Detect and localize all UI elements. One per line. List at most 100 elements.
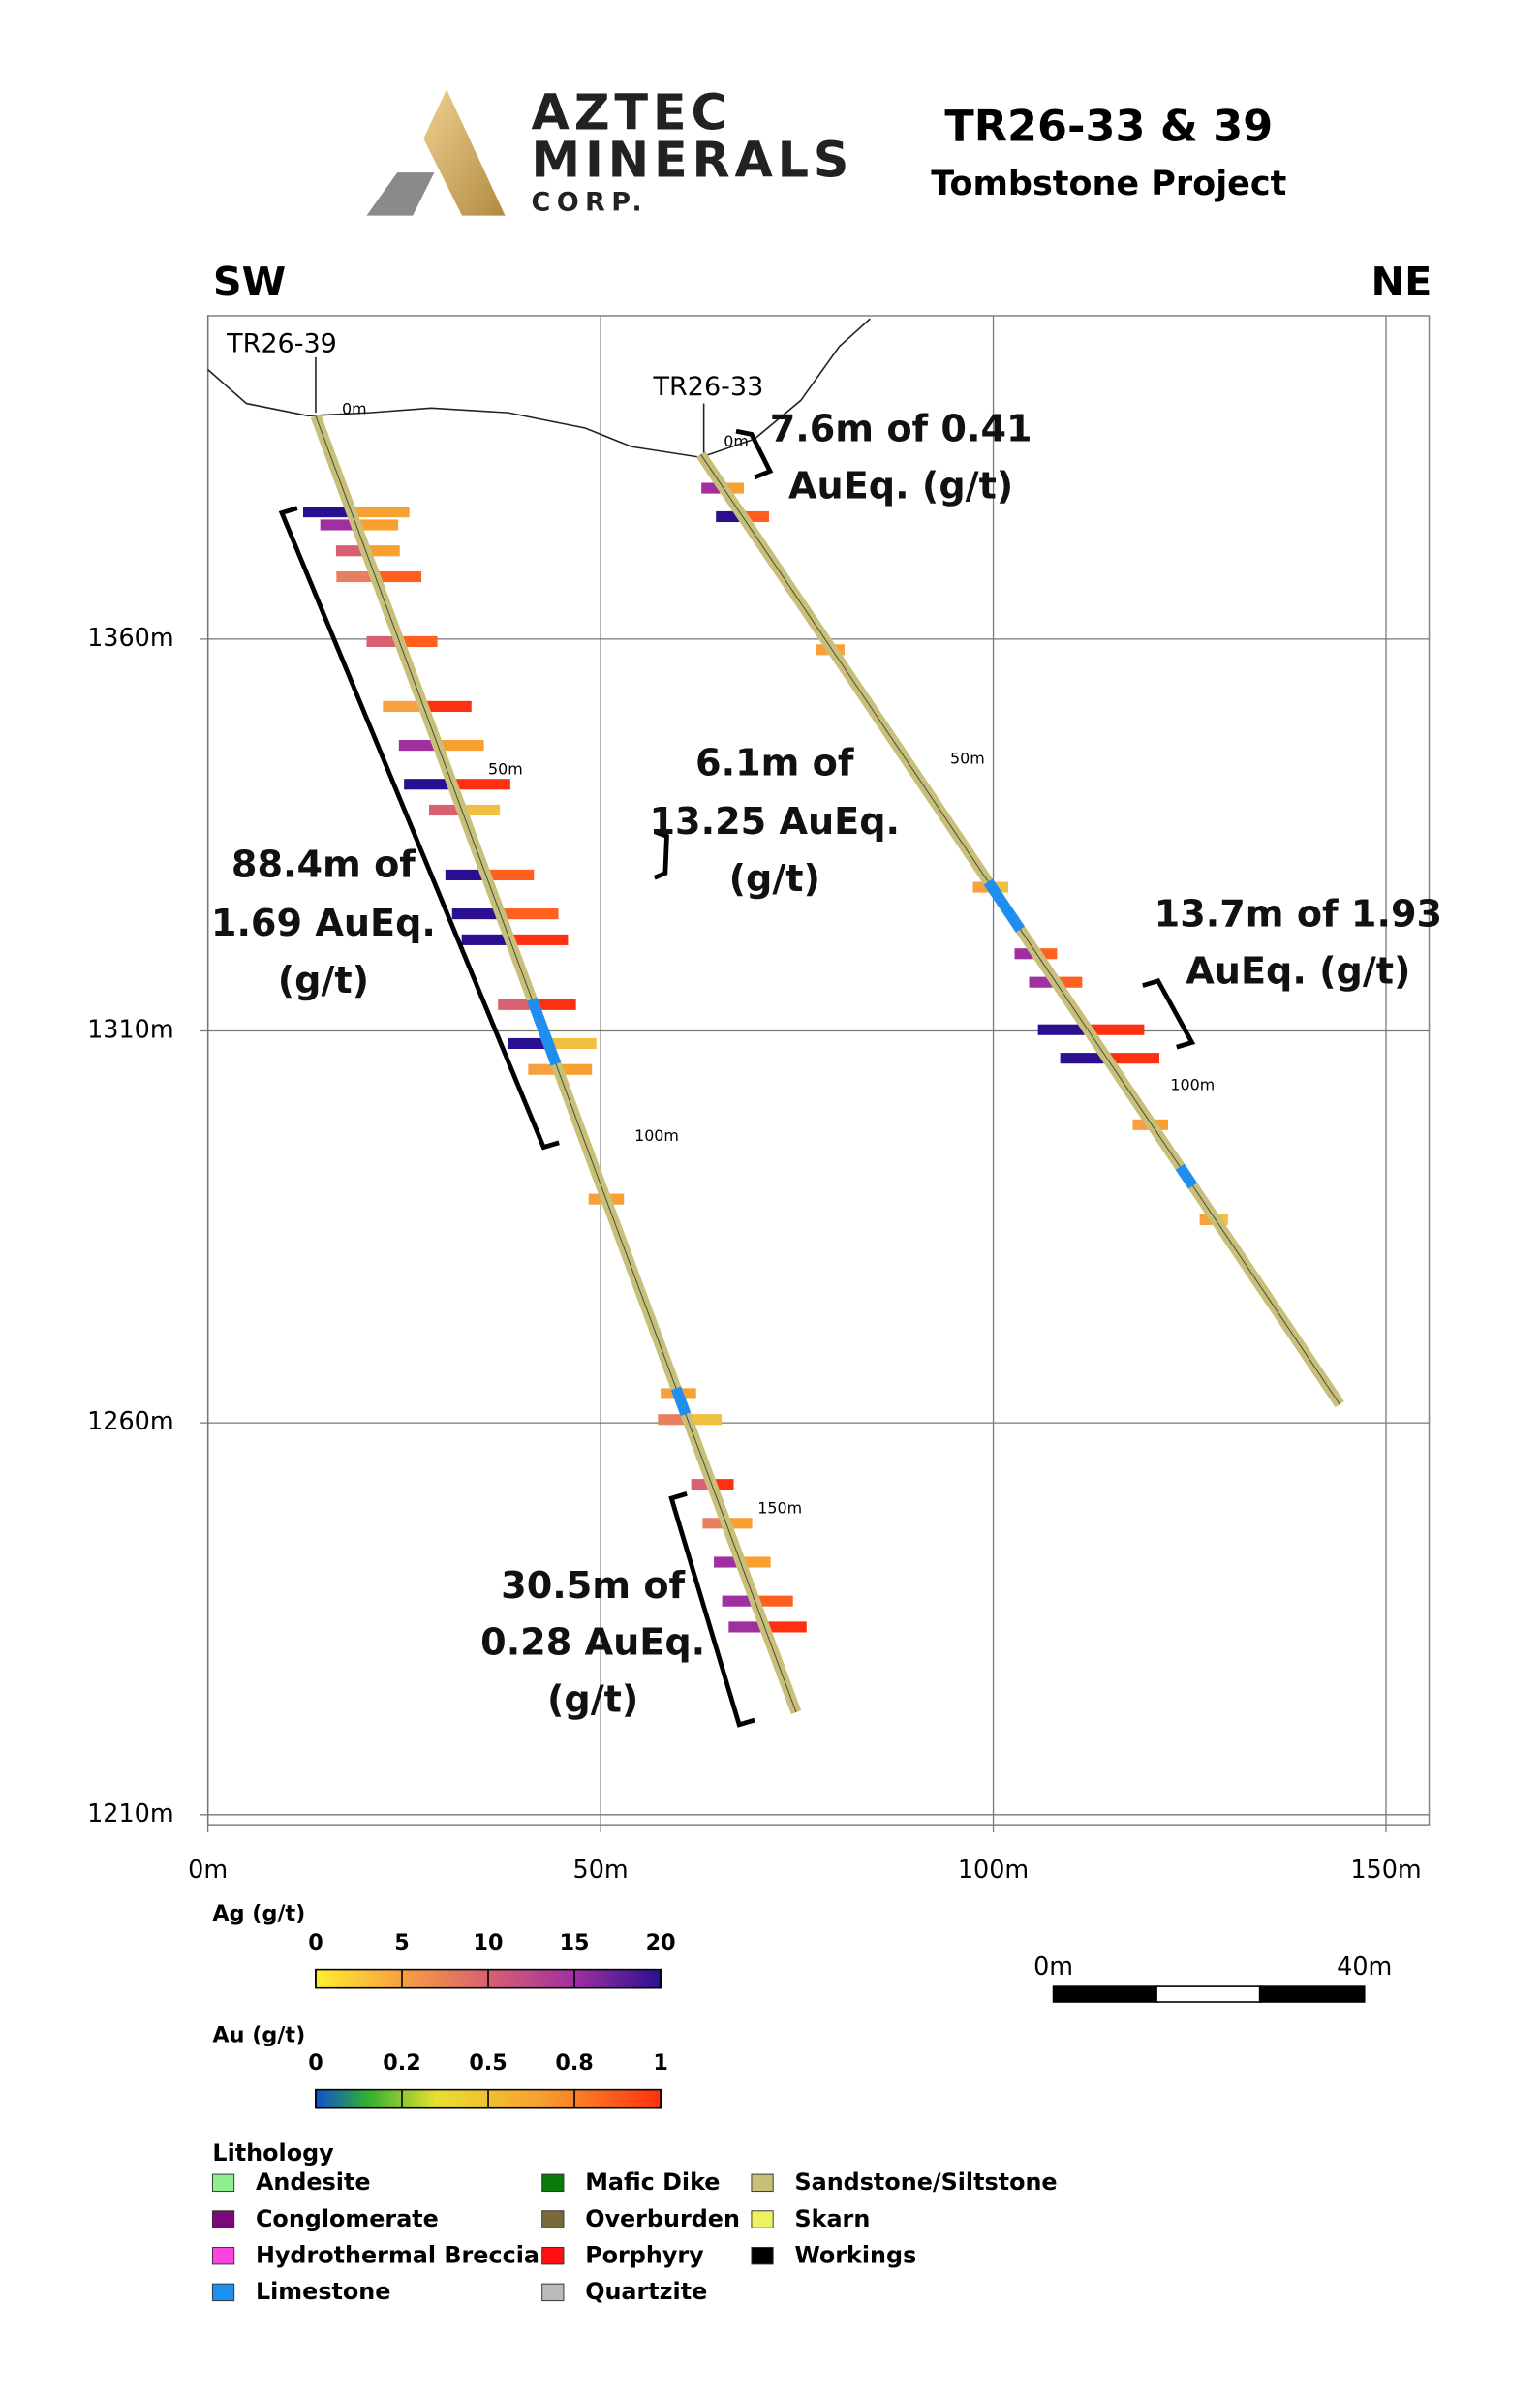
colorbar-tick-label: 1 xyxy=(653,2050,667,2075)
assay-bar xyxy=(714,1556,739,1568)
assay-bar xyxy=(603,1193,625,1205)
legend-swatch xyxy=(751,2210,774,2228)
logo-mark xyxy=(366,172,435,216)
assay-bar xyxy=(498,999,533,1010)
y-tick-label: 1360m xyxy=(87,623,174,652)
legend-label: Hydrothermal Breccia xyxy=(256,2241,539,2268)
assay-bar xyxy=(762,1621,807,1633)
assay-bar xyxy=(508,934,569,945)
intercept-label: 13.7m of 1.93 xyxy=(1155,893,1442,936)
assay-bar xyxy=(451,908,499,920)
assay-bar xyxy=(702,1518,724,1529)
intercept-label: AuEq. (g/t) xyxy=(788,465,1013,507)
assay-bar xyxy=(461,934,508,945)
lithology-interval xyxy=(1175,1163,1198,1189)
scale-bar-segment xyxy=(1258,1985,1366,2003)
intercept-label: 1.69 AuEq. xyxy=(211,902,436,944)
intercept-bracket xyxy=(735,428,774,480)
assay-bar xyxy=(459,804,501,816)
assay-bar xyxy=(445,869,484,881)
x-tick-label: 50m xyxy=(573,1855,629,1884)
assay-bar xyxy=(366,635,398,648)
assay-bar xyxy=(816,644,829,656)
assay-bar xyxy=(320,519,354,531)
assay-bar xyxy=(546,1037,597,1050)
scale-bar-segment xyxy=(1052,1985,1159,2003)
assay-bar xyxy=(1052,976,1083,988)
x-tick-label: 100m xyxy=(958,1855,1029,1884)
legend-label: Conglomerate xyxy=(256,2205,439,2232)
assay-bar xyxy=(302,507,350,518)
assay-bar xyxy=(383,700,422,712)
drillhole xyxy=(695,450,1344,1408)
assay-bar xyxy=(435,739,484,752)
assay-bar xyxy=(972,881,989,893)
depth-label: 150m xyxy=(757,1499,802,1518)
colorbar-tick-label: 0.5 xyxy=(469,2050,507,2075)
legend-swatch xyxy=(541,2283,565,2302)
hole-label: TR26-33 xyxy=(653,372,764,402)
assay-bar xyxy=(728,1621,763,1633)
legend-swatch xyxy=(751,2173,774,2193)
assay-bar xyxy=(555,1063,593,1075)
assay-bar xyxy=(1060,1053,1104,1064)
depth-label: 100m xyxy=(634,1126,679,1145)
intercept-bracket xyxy=(278,506,560,1151)
assay-bar xyxy=(528,1063,556,1075)
assay-bar xyxy=(1084,1024,1145,1035)
legend-swatch xyxy=(541,2173,565,2193)
assay-bar xyxy=(354,519,399,531)
intercept-label: (g/t) xyxy=(729,857,820,900)
legend-label: Workings xyxy=(794,2241,916,2268)
assay-bar xyxy=(722,1595,754,1607)
hole-label: TR26-39 xyxy=(226,329,337,359)
colorbar-tick-label: 5 xyxy=(394,1930,409,1955)
legend-swatch xyxy=(211,2210,235,2228)
company-name: CORP. xyxy=(532,187,649,217)
intercept-bracket xyxy=(668,1491,755,1728)
colorbar-tick-label: 0 xyxy=(308,1930,323,1955)
assay-bar xyxy=(588,1193,604,1205)
frame xyxy=(206,315,1431,1826)
assay-bar xyxy=(658,1414,686,1426)
legend-swatch xyxy=(211,2173,235,2193)
assay-bar xyxy=(1029,976,1053,988)
legend-label: Overburden xyxy=(585,2205,740,2232)
direction-label: NE xyxy=(1371,259,1432,305)
drillhole xyxy=(302,414,807,1715)
lithology-interval xyxy=(526,997,562,1066)
assay-bar xyxy=(532,999,576,1010)
assay-bar xyxy=(421,700,472,712)
direction-label: SW xyxy=(213,259,286,305)
depth-label: 100m xyxy=(1170,1075,1215,1093)
intercept-bracket xyxy=(1142,977,1196,1050)
x-tick-label: 0m xyxy=(188,1855,228,1884)
subtitle: Tombstone Project xyxy=(931,165,1286,203)
legend-label: Sandstone/Siltstone xyxy=(794,2168,1057,2196)
intercept-label: 6.1m of xyxy=(695,742,854,784)
assay-bar xyxy=(404,779,450,790)
legend-swatch xyxy=(541,2210,565,2228)
logo xyxy=(366,89,506,216)
assay-bar xyxy=(336,570,374,583)
assay-bar xyxy=(349,507,410,518)
legend-swatch xyxy=(211,2283,235,2302)
assay-bar xyxy=(428,804,460,816)
assay-bar xyxy=(397,635,438,648)
legend-label: Skarn xyxy=(794,2205,870,2232)
lithology-interval xyxy=(983,878,1025,933)
assay-bar xyxy=(738,1556,771,1568)
intercept-label: 7.6m of 0.41 xyxy=(770,408,1032,450)
x-tick-label: 150m xyxy=(1350,1855,1421,1884)
legend-label: Mafic Dike xyxy=(585,2168,720,2196)
logo-mark xyxy=(423,89,506,216)
scale-bar-label: 40m xyxy=(1337,1951,1392,1981)
assay-bar xyxy=(716,510,740,523)
assay-bar xyxy=(335,545,364,557)
assay-bar xyxy=(498,908,559,920)
assay-bar xyxy=(449,779,510,790)
assay-bar xyxy=(1037,1024,1085,1035)
intercept-label: (g/t) xyxy=(547,1677,638,1720)
assay-bar xyxy=(363,545,400,557)
assay-bar xyxy=(373,570,422,583)
